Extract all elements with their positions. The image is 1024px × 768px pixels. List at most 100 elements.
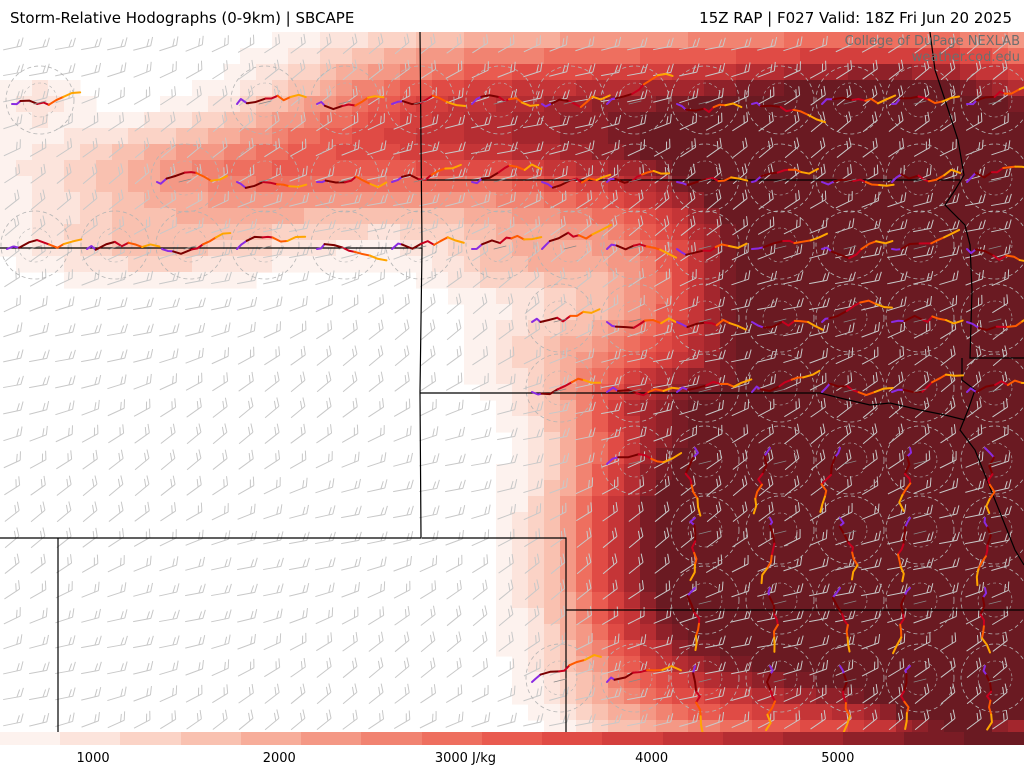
cape-cell <box>0 80 17 97</box>
wind-barb <box>211 503 229 521</box>
cape-cell <box>304 256 321 273</box>
cape-cell <box>288 64 305 81</box>
cape-cell <box>944 656 961 673</box>
cape-cell <box>1008 416 1024 433</box>
cape-cell <box>496 624 513 641</box>
cape-cell <box>880 480 897 497</box>
cape-cell <box>576 368 593 385</box>
cape-cell <box>832 112 849 129</box>
cape-cell <box>576 64 593 81</box>
cape-cell <box>880 160 897 177</box>
cape-cell <box>336 80 353 97</box>
cape-cell <box>640 624 657 641</box>
cape-cell <box>480 128 497 145</box>
cape-cell <box>48 256 65 273</box>
cape-cell <box>784 96 801 113</box>
cape-cell <box>912 688 929 705</box>
cape-cell <box>64 272 81 289</box>
cape-cell <box>848 336 865 353</box>
cape-cell <box>832 576 849 593</box>
cape-cell <box>736 560 753 577</box>
cape-cell <box>928 688 945 705</box>
cape-cell <box>208 80 225 97</box>
cape-cell <box>432 256 449 273</box>
cape-cell <box>352 208 369 225</box>
cape-cell <box>416 192 433 209</box>
cape-cell <box>256 208 273 225</box>
cape-cell <box>544 240 561 257</box>
cape-cell <box>752 48 769 65</box>
cape-cell <box>944 416 961 433</box>
wind-barb <box>342 371 358 393</box>
cape-cell <box>432 64 449 81</box>
wind-barb <box>446 631 462 653</box>
cape-cell <box>672 496 689 513</box>
cape-cell <box>976 32 993 49</box>
cape-cell <box>752 720 769 732</box>
cape-cell <box>768 368 785 385</box>
cape-cell <box>560 656 577 673</box>
wind-barb <box>368 606 385 626</box>
cape-cell <box>608 304 625 321</box>
cape-cell <box>528 464 545 481</box>
cape-cell <box>496 272 513 289</box>
cape-cell <box>560 48 577 65</box>
cape-cell <box>896 288 913 305</box>
wind-barb <box>445 372 463 391</box>
cape-cell <box>800 576 817 593</box>
wind-barb <box>497 34 515 53</box>
cape-cell <box>960 656 977 673</box>
cape-cell <box>784 160 801 177</box>
cape-cell <box>752 528 769 545</box>
cape-cell <box>864 560 881 577</box>
cape-cell <box>560 432 577 449</box>
cape-cell <box>240 160 257 177</box>
cape-cell <box>768 336 785 353</box>
wind-barb <box>419 114 439 130</box>
wind-barb <box>160 449 176 471</box>
cape-cell <box>656 128 673 145</box>
cape-cell <box>1008 96 1024 113</box>
wind-barb <box>237 321 256 338</box>
wind-barb <box>237 34 255 53</box>
cape-cell <box>864 368 881 385</box>
cape-cell <box>592 720 609 732</box>
cape-cell <box>624 160 641 177</box>
cape-cell <box>864 576 881 593</box>
cape-cell <box>480 304 497 321</box>
cape-cell <box>576 208 593 225</box>
cape-cell <box>640 480 657 497</box>
cape-cell <box>880 416 897 433</box>
cape-cell <box>496 496 513 513</box>
wind-barb <box>3 349 24 363</box>
cape-cell <box>48 208 65 225</box>
cape-cell <box>832 288 849 305</box>
cape-cell <box>832 272 849 289</box>
cape-cell <box>624 608 641 625</box>
wind-barb <box>809 60 827 79</box>
wind-barb <box>315 557 336 571</box>
cape-cell <box>832 336 849 353</box>
cape-cell <box>576 720 593 732</box>
cape-cell <box>624 688 641 705</box>
cape-cell <box>880 656 897 673</box>
wind-barb <box>212 85 228 106</box>
cape-cell <box>960 64 977 81</box>
hodograph-map[interactable] <box>0 32 1024 732</box>
cape-cell <box>208 144 225 161</box>
wind-barb <box>107 297 128 311</box>
wind-barb <box>549 115 570 129</box>
cape-cell <box>256 80 273 97</box>
cape-cell <box>352 192 369 209</box>
wind-barb <box>394 319 410 341</box>
cape-cell <box>880 368 897 385</box>
cape-cell <box>560 384 577 401</box>
wind-barb <box>341 505 362 519</box>
cape-cell <box>528 672 545 689</box>
wind-barb <box>4 580 21 600</box>
cape-cell <box>592 128 609 145</box>
cape-cell <box>848 400 865 417</box>
cape-cell <box>160 128 177 145</box>
cape-cell <box>640 112 657 129</box>
cape-cell <box>864 720 881 732</box>
